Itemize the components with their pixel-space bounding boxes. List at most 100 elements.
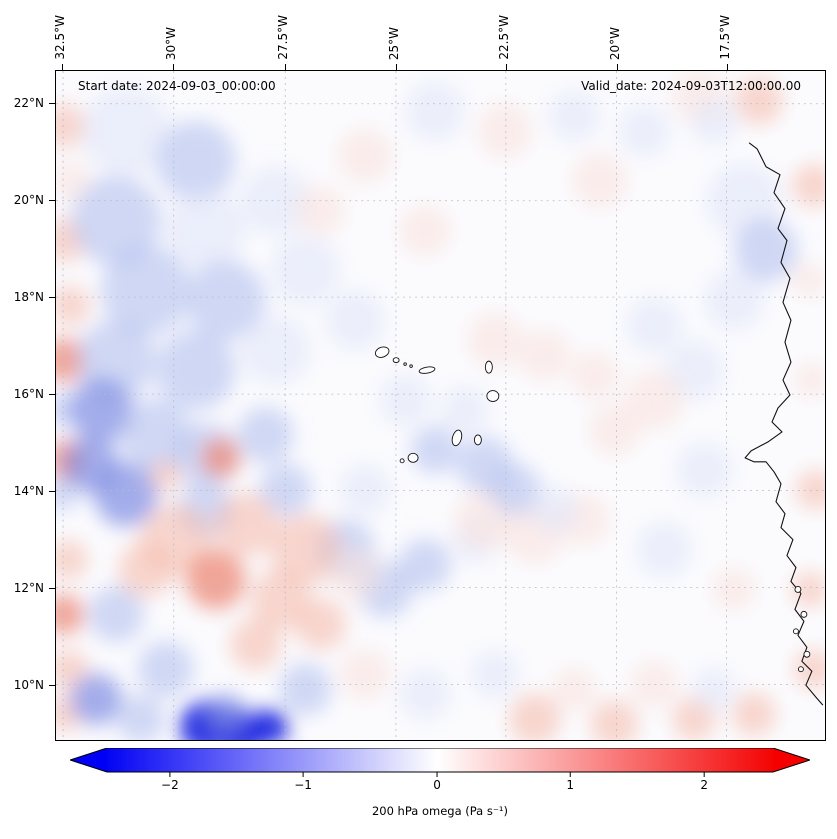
- y-tick-mark: [49, 685, 55, 687]
- x-tick-label: 22.5°W: [497, 15, 512, 60]
- omega-blob: [488, 463, 541, 516]
- x-tick-label: 20°W: [608, 26, 623, 60]
- omega-blob: [379, 374, 432, 426]
- omega-blob: [269, 513, 342, 586]
- omega-blob: [279, 663, 332, 716]
- coastal-island: [792, 628, 799, 635]
- omega-blob: [119, 399, 192, 471]
- cape-verde-island: [399, 458, 405, 464]
- omega-blob: [250, 569, 311, 630]
- omega-blob: [213, 492, 278, 557]
- omega-blob: [165, 190, 246, 271]
- x-tick-label: 25°W: [386, 26, 401, 60]
- y-tick-label: 20°N: [13, 193, 44, 208]
- omega-blob: [116, 695, 165, 740]
- cape-verde-island: [409, 364, 413, 368]
- cape-verde-island: [486, 390, 500, 402]
- y-tick-label: 10°N: [13, 678, 44, 693]
- coastline-layer: [374, 142, 824, 706]
- colorbar: [68, 747, 812, 780]
- y-tick-label: 18°N: [13, 289, 44, 304]
- y-tick-mark: [49, 296, 55, 298]
- omega-blob: [325, 290, 386, 351]
- valid-date-annotation: Valid_date: 2024-09-03T12:00:00.00: [581, 79, 801, 93]
- cape-verde-island: [451, 429, 463, 447]
- omega-blob: [732, 692, 776, 737]
- omega-blob: [692, 667, 737, 712]
- cape-verde-island: [484, 360, 493, 374]
- omega-blob: [339, 648, 392, 701]
- omega-blob: [793, 362, 825, 399]
- x-tick-mark: [395, 64, 397, 70]
- omega-blob: [624, 370, 685, 430]
- omega-blob: [548, 89, 601, 142]
- y-tick-label: 22°N: [13, 95, 44, 110]
- omega-blob: [101, 245, 191, 336]
- omega-blob: [626, 297, 683, 354]
- omega-blob: [570, 351, 619, 400]
- cape-verde-island: [407, 452, 419, 463]
- omega-blob: [240, 165, 311, 236]
- omega-blob: [735, 76, 783, 125]
- omega-blob: [56, 539, 89, 580]
- omega-blob: [56, 285, 91, 326]
- map-plot-area: Start date: 2024-09-03_00:00:00 Valid_da…: [55, 70, 826, 741]
- omega-blob: [571, 152, 628, 209]
- omega-blob: [791, 262, 825, 299]
- omega-blob: [237, 406, 294, 463]
- left-axis: 22°N 20°N 18°N 16°N 14°N 12°N 10°N: [0, 70, 55, 741]
- omega-blob: [155, 330, 236, 410]
- y-tick-mark: [49, 490, 55, 492]
- omega-blob: [399, 538, 451, 591]
- x-tick-mark: [172, 64, 174, 70]
- omega-blob: [470, 650, 519, 699]
- omega-blob: [94, 462, 158, 527]
- cape-verde-island: [473, 434, 482, 446]
- omega-blob: [252, 709, 289, 740]
- colorbar-label: 200 hPa omega (Pa s⁻¹): [371, 804, 509, 818]
- omega-blob: [71, 175, 161, 266]
- top-axis: 32.5°W 30°W 27.5°W 25°W 22.5°W 20°W 17.5°W: [0, 0, 837, 70]
- colorbar-tick-label: 2: [700, 778, 708, 792]
- omega-blob: [476, 102, 533, 159]
- cape-verde-island: [403, 362, 407, 366]
- omega-field-layer: [56, 71, 825, 740]
- omega-blob: [56, 478, 79, 511]
- omega-blob: [791, 163, 825, 208]
- africa-coastline: [744, 142, 824, 706]
- y-tick-mark: [49, 200, 55, 202]
- x-tick-label: 30°W: [163, 26, 178, 60]
- omega-blob: [518, 329, 571, 382]
- coastal-island: [797, 666, 804, 673]
- omega-blob: [618, 104, 671, 157]
- omega-blob: [791, 571, 825, 608]
- y-tick-label: 14°N: [13, 483, 44, 498]
- omega-blob: [399, 668, 451, 721]
- colorbar-tick-label: −2: [161, 778, 179, 792]
- x-tick-label: 27.5°W: [275, 15, 290, 60]
- omega-blob: [588, 404, 641, 456]
- omega-blob: [704, 270, 765, 331]
- omega-blob: [795, 469, 825, 510]
- omega-blob: [552, 667, 597, 712]
- omega-blob: [229, 618, 282, 671]
- omega-blob: [339, 463, 392, 516]
- omega-blob: [205, 694, 246, 735]
- omega-blob: [508, 693, 561, 740]
- cape-verde-island: [418, 366, 436, 374]
- x-tick-label: 32.5°W: [52, 15, 67, 60]
- omega-blob: [405, 80, 465, 141]
- omega-blob: [88, 586, 144, 643]
- coastal-island: [803, 650, 811, 658]
- omega-blob: [337, 127, 394, 184]
- omega-blob: [117, 541, 174, 598]
- omega-blob: [411, 425, 459, 474]
- x-tick-mark: [617, 64, 619, 70]
- omega-blob: [81, 85, 171, 176]
- x-tick-label: 17.5°W: [718, 15, 733, 60]
- coastal-island: [794, 586, 802, 593]
- cape-verde-island: [374, 346, 390, 358]
- y-tick-mark: [49, 588, 55, 589]
- x-tick-mark: [284, 64, 286, 70]
